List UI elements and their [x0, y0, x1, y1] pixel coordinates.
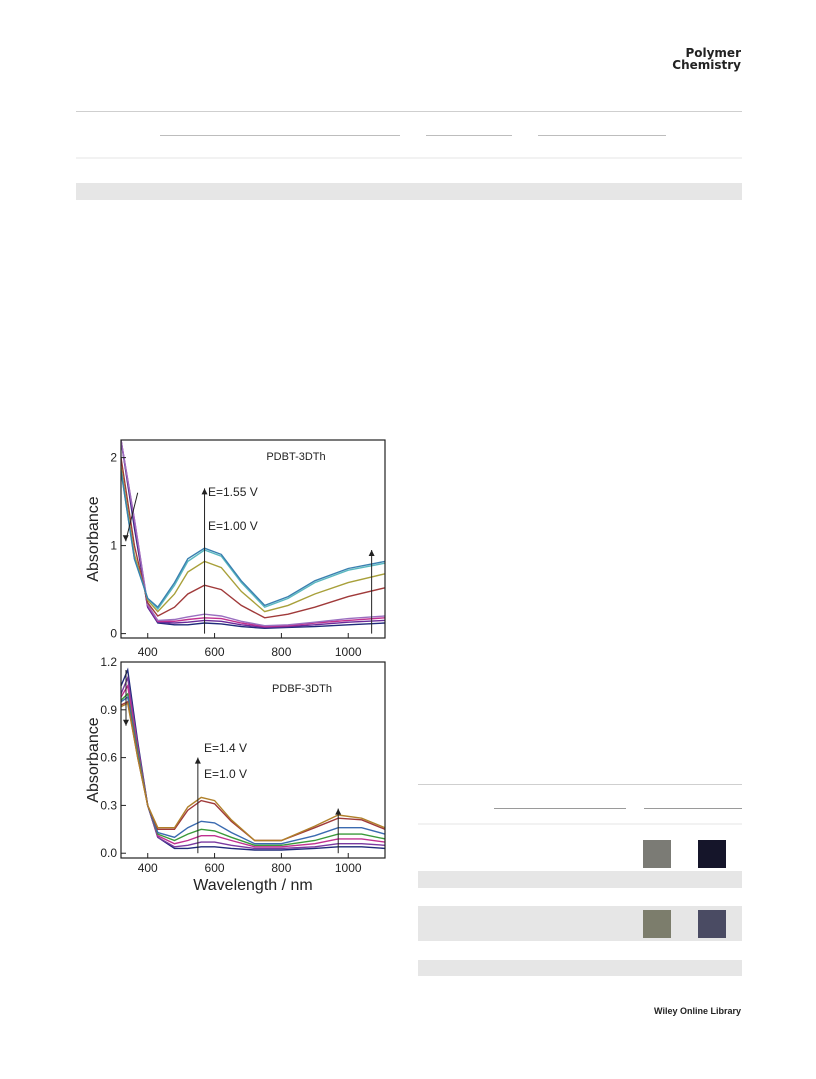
x-tick-label: 600 [205, 645, 225, 659]
series-line [121, 470, 385, 609]
trend-arrow-head [368, 550, 375, 556]
y-tick-label: 2 [110, 451, 117, 465]
y-tick-label: 0.6 [100, 751, 117, 765]
header-rule [76, 111, 742, 112]
y-tick-label: 1 [110, 539, 117, 553]
table-row-shaded [418, 871, 742, 888]
table-column-rule [426, 135, 512, 136]
x-tick-label: 800 [271, 861, 291, 875]
table-column-rule [538, 135, 666, 136]
series-line [121, 440, 385, 630]
x-tick-label: 1000 [335, 645, 362, 659]
plot-frame [120, 661, 386, 859]
panel-label: PDBT-3DTh [266, 451, 325, 463]
series-line [121, 440, 385, 629]
table-row-shaded [418, 823, 742, 825]
journal-name-line2: Chemistry [672, 58, 741, 72]
table-row-shaded [76, 183, 742, 200]
table-column-rule [160, 135, 400, 136]
x-axis-label: Wavelength / nm [193, 877, 312, 894]
journal-logo: Polymer Chemistry [672, 47, 741, 71]
publisher-footer: Wiley Online Library [654, 1006, 741, 1016]
x-tick-label: 1000 [335, 861, 362, 875]
spectroelectrochemistry-figure: 400 600 800 1000 0 1 2 Absorbance PDBT-3DTh E=1.5… [85, 439, 386, 894]
series-line [121, 702, 385, 842]
x-tick-label: 800 [271, 645, 291, 659]
table-column-rule [644, 808, 742, 809]
chart-panel: 400 600 800 1000 0.0 0.3 0.6 0.9 1.2 Absorbance Wa… [85, 655, 386, 894]
y-tick-label: 0 [110, 627, 117, 641]
y-tick-label: 0.0 [100, 846, 117, 860]
y-axis-label: Absorbance [85, 496, 102, 581]
series-line [121, 457, 385, 619]
plot-frame [120, 439, 386, 639]
potential-annotation: E=1.0 V [204, 767, 247, 781]
color-swatch [698, 840, 726, 868]
table-top-rule [418, 784, 742, 785]
series-line [121, 440, 385, 627]
panel-label: PDBF-3DTh [272, 683, 332, 695]
series-line [121, 466, 385, 613]
series-line [121, 675, 385, 850]
journal-name-line1: Polymer [685, 46, 741, 60]
series-line [121, 440, 385, 628]
table-row-shaded [76, 157, 742, 159]
y-axis-label: Absorbance [85, 717, 102, 802]
potential-annotation: E=1.4 V [204, 741, 247, 755]
trend-arrow-head [194, 757, 201, 764]
series-line [121, 683, 385, 848]
y-tick-label: 0.9 [100, 703, 117, 717]
color-swatch [643, 910, 671, 938]
trend-arrow-head [201, 488, 208, 495]
trend-arrow [125, 492, 139, 542]
trend-arrow-head [335, 808, 342, 815]
chart-panel: 400 600 800 1000 0 1 2 Absorbance PDBT-3DTh E=1.5… [85, 439, 386, 659]
y-tick-label: 1.2 [100, 655, 117, 669]
series-line [121, 700, 385, 842]
series-line [121, 667, 385, 851]
trend-arrow-head [122, 535, 129, 542]
x-tick-label: 400 [138, 645, 158, 659]
table-row-shaded [418, 960, 742, 976]
series-line [121, 692, 385, 846]
trend-arrow-head [123, 719, 130, 726]
potential-annotation: E=1.00 V [208, 519, 258, 533]
series-line [121, 695, 385, 845]
table-column-rule [494, 808, 626, 809]
potential-annotation: E=1.55 V [208, 485, 258, 499]
table-row-shaded [418, 906, 742, 941]
x-tick-label: 400 [138, 861, 158, 875]
color-swatch [643, 840, 671, 868]
x-tick-label: 600 [205, 861, 225, 875]
y-tick-label: 0.3 [100, 798, 117, 812]
color-swatch [698, 910, 726, 938]
